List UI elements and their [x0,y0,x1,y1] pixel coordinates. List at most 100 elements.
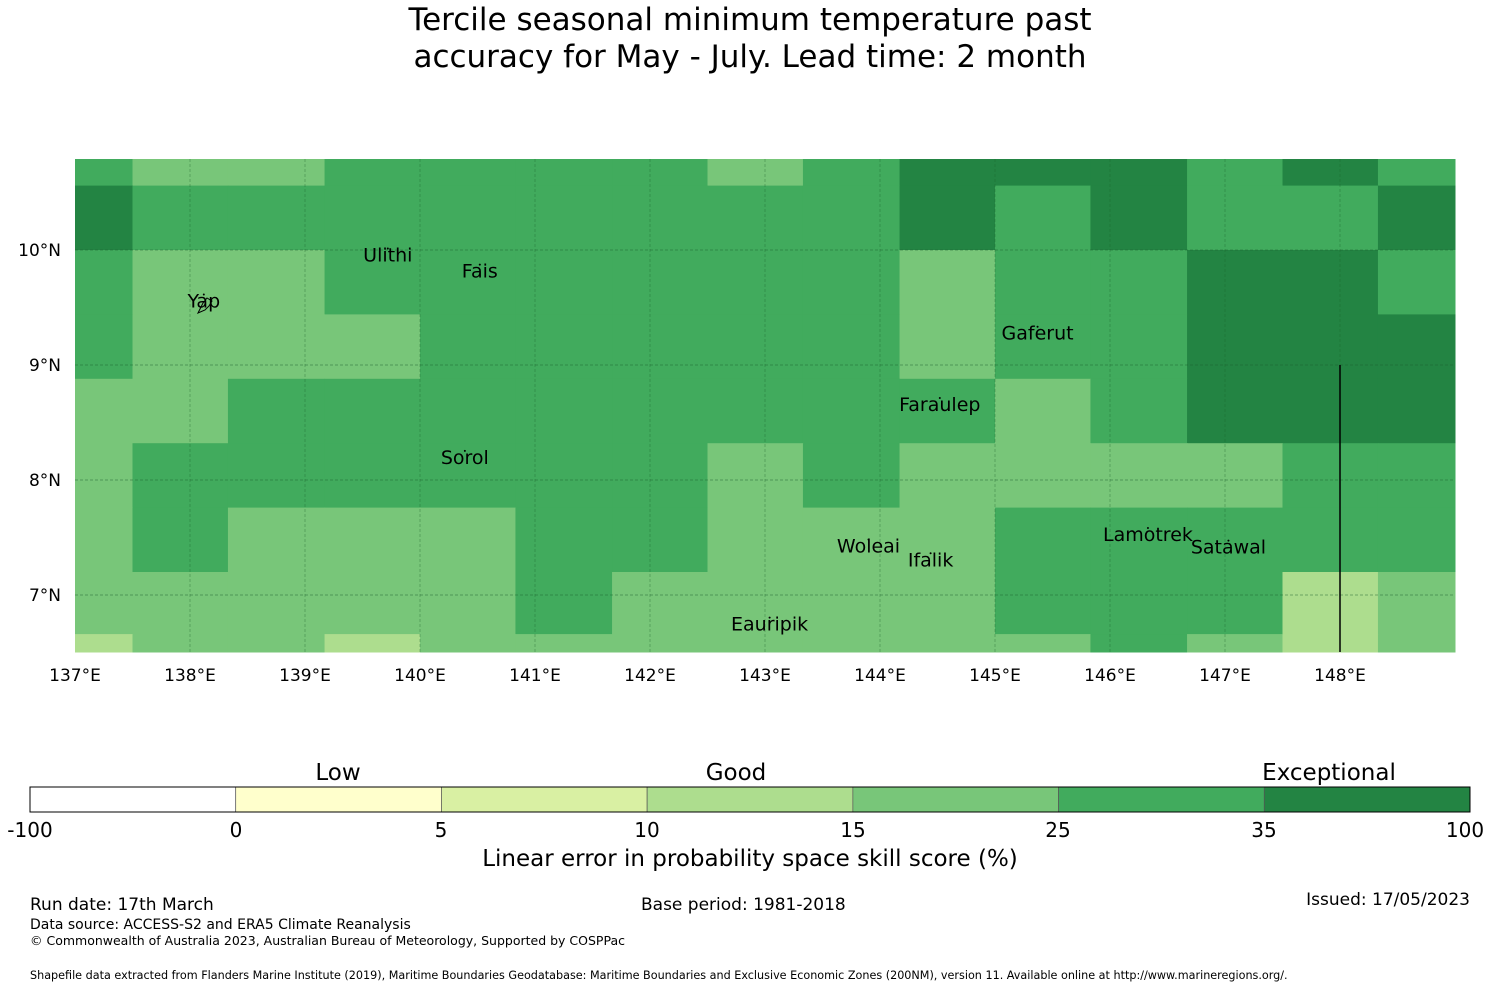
island-label: Eauripik [731,614,808,636]
grid-cell [515,507,613,573]
grid-cell [707,572,804,635]
island-label: Ulithi [363,245,412,267]
grid-cell [227,634,326,653]
grid-cell [75,572,133,635]
grid-cell [227,159,326,187]
grid-cell [75,378,133,444]
grid-cell [515,250,613,315]
run-date: Run date: 17th March [30,895,214,915]
yap-island-shape [196,297,213,314]
grid-cell [132,314,229,380]
longitude-tick-label: 144°E [854,666,906,686]
grid-cell [995,159,1091,187]
grid-cell [1187,314,1283,380]
colorbar [29,786,1471,813]
longitude-tick-label: 139°E [279,666,331,686]
grid-cell [420,378,516,444]
colorbar-tick: -100 [7,818,53,842]
category-good: Good [705,760,767,786]
data-source: Data source: ACCESS-S2 and ERA5 Climate … [30,917,411,933]
grid-cell [1377,314,1456,380]
graticule [75,159,1455,652]
grid-cell [515,378,613,444]
grid-cell [899,634,996,653]
issued-date: Issued: 17/05/2023 [1306,890,1470,910]
grid-cell [1282,159,1379,187]
island-marker [768,616,771,619]
grid-cell [1187,378,1283,444]
grid-cell [1282,378,1379,444]
grid-cell [1090,185,1188,251]
colorbar-tick: 25 [1045,818,1071,842]
title-line-1: Tercile seasonal minimum temperature pas… [408,2,1092,38]
latitude-tick-label: 10°N [18,241,61,261]
island-marker [938,397,941,399]
grid-cell [707,378,804,444]
grid-cell [75,159,133,187]
grid-cell [132,443,229,509]
grid-cell [132,378,229,444]
map-title: Tercile seasonal minimum temperature pas… [0,2,1500,76]
grid-cell [707,507,804,573]
colorbar-tick: 35 [1251,818,1277,842]
grid-cell [1377,159,1456,187]
longitude-tick-label: 147°E [1199,666,1251,686]
grid-cell [707,185,804,251]
grid-cell [1282,314,1379,380]
grid-cell [612,378,708,444]
grid-cell [75,250,133,315]
grid-cell [515,185,613,251]
colorbar-tick: 5 [434,818,448,842]
grid-cell [899,159,996,187]
grid-cell [612,634,708,653]
grid-cell [75,507,133,573]
grid-cell [75,634,133,653]
grid-cell [1377,572,1456,635]
island-label: Satawal [1191,537,1266,559]
colorbar-label: Linear error in probability space skill … [482,846,1018,872]
copyright-notice: © Commonwealth of Australia 2023, Austra… [30,933,625,948]
island-marker [867,538,870,541]
longitude-tick-label: 138°E [164,666,216,686]
island-label: Faraulep [899,394,980,416]
grid-cell [802,634,901,653]
grid-cell [1377,378,1456,444]
grid-cell [899,250,996,315]
grid-cell [227,507,326,573]
grid-cell [1090,378,1188,444]
grid-cell [75,314,133,380]
island-label: Woleai [837,535,900,557]
grid-cell [1282,250,1379,315]
longitude-tick-label: 141°E [509,666,561,686]
latitude-tick-label: 8°N [29,471,61,491]
grid-cell [324,314,421,380]
grid-cell [899,185,996,251]
colorbar-tick: 10 [634,818,660,842]
grid-cell [899,572,996,635]
title-line-2: accuracy for May - July. Lead time: 2 mo… [413,39,1087,75]
grid-cell [707,314,804,380]
grid-cell [995,507,1091,573]
grid-cell [324,443,421,509]
grid-cell [899,314,996,380]
grid-cell [420,185,516,251]
grid-cell [1377,634,1456,653]
grid-cell [1187,443,1283,509]
island-label: Fais [462,261,498,283]
grid-cell [995,443,1091,509]
island-label: Ifalik [908,549,954,571]
island-marker [1036,325,1039,328]
base-period: Base period: 1981-2018 [641,895,846,915]
island-marker [1227,539,1230,542]
axis-tick-labels: 137°E 138°E 139°E 140°E 141°E 142°E 143°E 144°E… [18,241,1366,686]
grid-cell [1282,634,1379,653]
colorbar-segment [29,786,237,813]
grid-cell [420,250,516,315]
grid-cell [1187,159,1283,187]
grid-cell [1377,507,1456,573]
island-label: Lamotrek [1103,524,1193,546]
colorbar-frame [29,786,1471,813]
latitude-tick-label: 9°N [29,356,61,376]
longitude-tick-label: 142°E [624,666,676,686]
